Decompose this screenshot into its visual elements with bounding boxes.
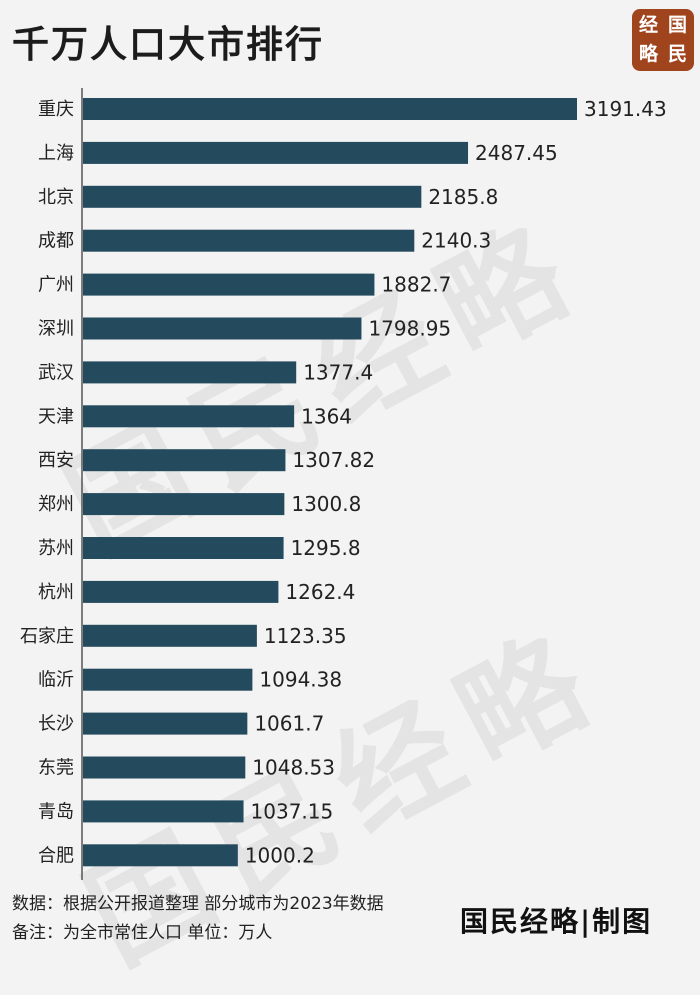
bar [83,405,295,428]
bar [83,98,577,120]
value-label: 1377.4 [303,360,373,384]
bar [83,361,297,384]
category-label: 天津 [38,406,74,427]
bar [83,844,238,867]
category-label: 上海 [38,143,74,164]
unit-note: 备注：为全市常住人口 单位：万人 [12,923,273,943]
bar [83,712,248,735]
logo-char: 略 [638,43,658,65]
category-label: 深圳 [38,319,74,340]
bar [83,580,279,603]
bar [83,229,415,252]
logo-char: 国 [667,14,687,36]
value-label: 1307.82 [292,448,375,472]
value-label: 2140.3 [421,229,491,253]
category-label: 成都 [38,231,74,252]
category-label: 郑州 [38,494,74,515]
chart-title: 千万人口大市排行 [12,23,324,66]
bar [83,317,362,340]
logo-char: 民 [667,43,687,65]
category-label: 苏州 [38,538,74,559]
value-label: 1123.35 [264,624,347,648]
category-label: 广州 [38,275,74,296]
value-label: 1882.7 [381,273,451,297]
value-label: 1295.8 [291,536,361,560]
bar [83,185,422,208]
value-label: 1364 [301,404,352,428]
data-source-note: 数据：根据公开报道整理 部分城市为2023年数据 [12,894,384,914]
value-label: 1061.7 [254,712,324,736]
category-label: 东莞 [38,758,74,779]
value-label: 1262.4 [285,580,355,604]
bar [83,537,284,559]
category-label: 杭州 [38,582,74,603]
category-label: 青岛 [38,801,74,822]
bar [83,800,244,823]
bar [83,493,285,516]
value-label: 1094.38 [259,668,342,692]
category-label: 临沂 [38,670,74,691]
brand-logo: 经 国 略 民 [632,9,694,71]
value-label: 1798.95 [368,317,451,341]
category-label: 西安 [38,450,74,471]
value-label: 1000.2 [245,843,315,867]
logo-char: 经 [638,14,658,36]
bar [83,668,253,691]
bar [83,141,469,164]
brand-credit: 国民经略|制图 [460,905,653,938]
bar [83,756,246,779]
bar-chart: 重庆 3191.43 上海 2487.45 北京 2185.8 成都 2140.3 广州 1882… [20,88,667,880]
category-label: 合肥 [38,845,74,866]
category-label: 北京 [38,187,74,208]
value-label: 1048.53 [252,756,335,780]
bar [83,449,286,472]
value-label: 3191.43 [584,97,667,121]
value-label: 2487.45 [475,141,558,165]
bar [83,273,375,296]
value-label: 1300.8 [291,492,361,516]
value-label: 1037.15 [251,799,334,823]
category-label: 武汉 [38,362,74,383]
category-label: 重庆 [38,99,74,120]
category-label: 长沙 [38,714,74,735]
bar [83,624,257,647]
category-label: 石家庄 [20,626,74,647]
value-label: 2185.8 [428,185,498,209]
